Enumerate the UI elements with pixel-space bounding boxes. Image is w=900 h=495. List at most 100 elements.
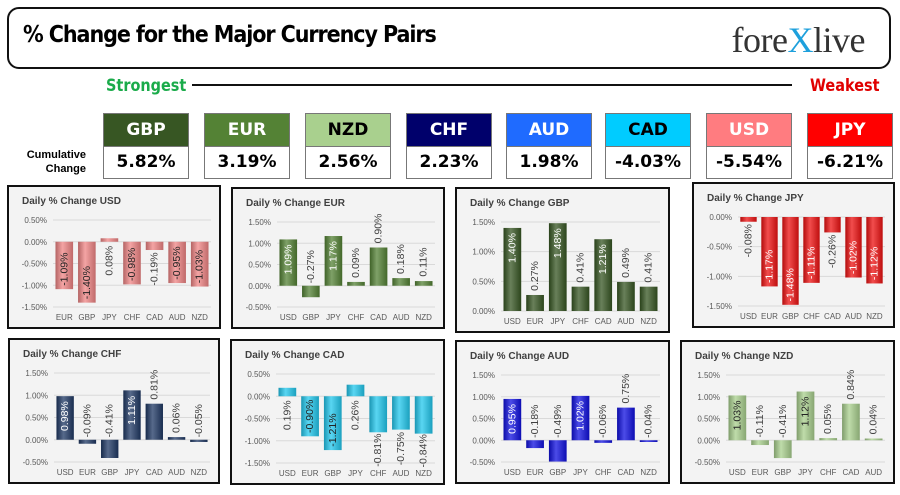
category-label: GBP <box>324 469 341 478</box>
data-label: 1.02% <box>575 401 587 431</box>
bar-usd <box>503 398 522 441</box>
data-label: 0.06% <box>171 403 183 433</box>
chart-svg: Daily % Change EUR -0.50% 0.00% 0.50% 1.00% 1… <box>246 198 435 322</box>
chart-title: Daily % Change CAD <box>245 350 344 361</box>
category-label: CHF <box>124 313 141 322</box>
category-label: CAD <box>595 317 612 326</box>
bar-nzd <box>866 217 883 284</box>
data-label: -0.75% <box>395 432 407 465</box>
data-label: -0.04% <box>643 405 655 438</box>
chart-svg: Daily % Change CAD -1.50% -1.00% -0.50% 0.00… <box>245 350 435 478</box>
bar-chf <box>571 286 590 311</box>
y-tick-label: 1.00% <box>697 393 720 402</box>
bar-cad <box>842 403 860 441</box>
bar-eur <box>761 217 778 287</box>
y-tick-label: 0.00% <box>472 436 495 445</box>
data-label: -0.18% <box>529 405 541 438</box>
bar-cad <box>594 239 613 311</box>
title-box: % Change for the Major Currency Pairs fo… <box>7 7 891 69</box>
bar-chf <box>123 241 141 285</box>
y-tick-label: 1.00% <box>472 393 495 402</box>
bar-usd <box>279 239 298 286</box>
y-tick-label: 0.50% <box>472 415 495 424</box>
category-label: EUR <box>302 469 319 478</box>
data-label: 0.84% <box>845 370 857 400</box>
y-tick-label: 0.00% <box>247 392 270 401</box>
y-tick-label: -1.50% <box>245 459 270 468</box>
y-tick-label: -0.50% <box>245 415 270 424</box>
chart-svg: Daily % Change CHF -0.50% 0.00% 0.50% 1.00% 1… <box>23 349 210 477</box>
currency-box-jpy: JPY -6.21% <box>807 113 893 179</box>
bar-nzd <box>639 440 658 442</box>
chart-svg: Daily % Change JPY -1.50% -1.00% -0.50% 0.00… <box>707 193 885 321</box>
category-label: NZD <box>191 468 208 477</box>
category-label: GBP <box>78 313 95 322</box>
category-label: CHF <box>803 312 820 321</box>
chart-title: Daily % Change GBP <box>470 198 570 209</box>
category-label: EUR <box>79 468 96 477</box>
cumulative-value: 2.56% <box>306 147 390 178</box>
y-tick-label: 0.00% <box>24 238 47 247</box>
category-label: GBP <box>302 313 319 322</box>
bar-cad <box>145 403 163 440</box>
bar-aud <box>864 438 883 441</box>
y-tick-label: 1.50% <box>472 371 495 380</box>
category-label: EUR <box>527 468 544 477</box>
cumulative-value: -4.03% <box>606 147 690 178</box>
currency-name: EUR <box>205 114 289 147</box>
y-tick-label: 0.50% <box>248 261 271 270</box>
data-label: -0.26% <box>827 235 839 268</box>
data-label: -0.06% <box>597 405 609 438</box>
bar-nzd <box>190 439 208 442</box>
y-tick-label: 1.50% <box>697 371 720 380</box>
currency-box-nzd: NZD 2.56% <box>305 113 391 179</box>
category-label: NZD <box>640 317 657 326</box>
data-label: 1.12% <box>800 397 812 427</box>
category-label: EUR <box>527 317 544 326</box>
category-label: CHF <box>595 468 612 477</box>
chart-aud: Daily % Change AUD -0.50% 0.00% 0.50% 1.00% 1… <box>455 340 670 484</box>
chart-gbp: Daily % Change GBP 0.00% 0.50% 1.00% 1.50% 1.… <box>455 187 670 333</box>
chart-usd: Daily % Change USD -1.50% -1.00% -0.50% 0.00… <box>7 185 221 329</box>
bar-cad <box>617 407 635 441</box>
y-tick-label: -0.50% <box>23 458 48 467</box>
category-label: USD <box>740 312 757 321</box>
data-label: 0.27% <box>529 261 541 291</box>
data-label: 0.18% <box>395 244 407 274</box>
currency-box-aud: AUD 1.98% <box>506 113 592 179</box>
category-label: CHF <box>370 469 387 478</box>
data-label: -0.41% <box>777 405 789 438</box>
data-label: -1.12% <box>869 247 881 280</box>
bar-gbp <box>78 241 96 303</box>
bar-cad <box>145 241 164 251</box>
y-tick-label: 0.00% <box>697 436 720 445</box>
bar-aud <box>168 241 186 284</box>
data-label: -0.90% <box>304 400 316 433</box>
cumulative-value: 1.98% <box>507 147 591 178</box>
category-label: AUD <box>169 313 186 322</box>
category-label: CAD <box>370 313 387 322</box>
bar-usd <box>503 227 522 311</box>
cumulative-value: -5.54% <box>707 147 791 178</box>
data-label: 1.17% <box>327 241 339 271</box>
data-label: -0.81% <box>372 434 384 467</box>
data-label: -1.03% <box>194 250 206 283</box>
bar-chf <box>369 396 388 433</box>
chart-title: Daily % Change NZD <box>695 351 793 362</box>
bar-gbp <box>323 396 342 451</box>
y-tick-label: 1.00% <box>472 248 495 257</box>
strongest-label: Strongest <box>106 76 187 96</box>
y-tick-label: -1.50% <box>22 303 47 312</box>
currency-name: NZD <box>306 114 390 147</box>
y-tick-label: 0.50% <box>472 277 495 286</box>
category-label: NZD <box>415 469 432 478</box>
data-label: -1.02% <box>848 241 860 274</box>
data-label: 0.98% <box>59 401 71 431</box>
data-label: 0.09% <box>350 248 362 278</box>
category-label: CHF <box>348 313 365 322</box>
bar-gbp <box>548 440 567 462</box>
y-tick-label: 0.50% <box>697 415 720 424</box>
category-label: USD <box>504 317 521 326</box>
category-label: USD <box>729 468 746 477</box>
bar-aud <box>845 217 862 278</box>
